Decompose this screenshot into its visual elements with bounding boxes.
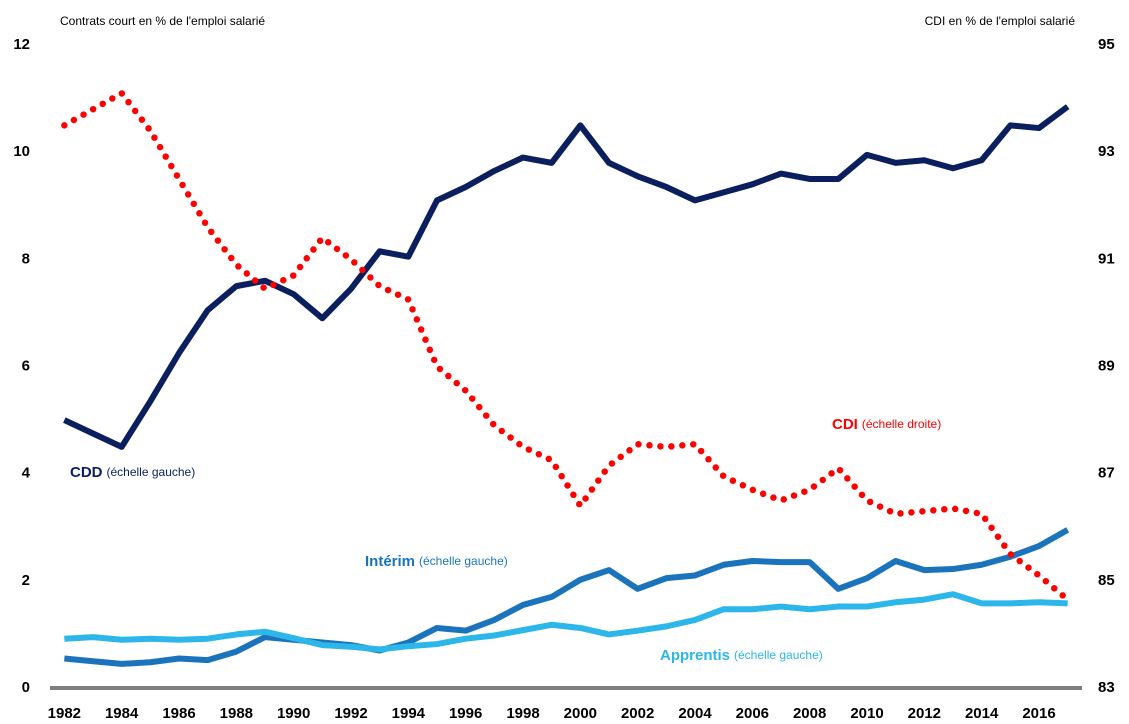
y2-tick-label: 93 <box>1098 143 1115 160</box>
y2-tick-label: 89 <box>1098 357 1115 374</box>
series-name: CDD <box>70 464 103 481</box>
y-axis-title: Contrats court en % de l'emploi salarié <box>60 14 265 28</box>
y-tick-label: 2 <box>22 572 30 589</box>
series-label: CDI (échelle droite) <box>832 416 941 433</box>
x-tick-label: 1992 <box>334 705 367 722</box>
series-note: (échelle droite) <box>862 417 941 431</box>
series-name: CDI <box>832 416 858 433</box>
y2-axis-title: CDI en % de l'emploi salarié <box>925 14 1076 28</box>
series-line <box>61 89 1071 603</box>
y2-tick-label: 83 <box>1098 679 1115 696</box>
series-name: Intérim <box>365 553 415 570</box>
x-tick-label: 1996 <box>449 705 482 722</box>
x-tick-label: 1990 <box>277 705 310 722</box>
series-note: (échelle gauche) <box>419 554 508 568</box>
x-tick-label: 2014 <box>965 705 999 722</box>
x-tick-label: 2010 <box>850 705 883 722</box>
y-tick-label: 8 <box>22 250 30 267</box>
x-tick-label: 2004 <box>678 705 712 722</box>
x-tick-label: 1988 <box>220 705 253 722</box>
x-tick-label: 1984 <box>105 705 139 722</box>
y2-tick-label: 87 <box>1098 465 1115 482</box>
x-tick-label: 2000 <box>564 705 597 722</box>
series-line <box>63 104 1070 450</box>
series-label: CDD (échelle gauche) <box>70 464 195 481</box>
series-name: Apprentis <box>660 647 730 664</box>
y-tick-label: 4 <box>22 465 31 482</box>
y2-tick-label: 85 <box>1098 572 1115 589</box>
series-label: Apprentis (échelle gauche) <box>660 647 823 664</box>
x-tick-label: 2008 <box>793 705 826 722</box>
series-line <box>64 591 1068 653</box>
series-note: (échelle gauche) <box>734 648 823 662</box>
x-tick-label: 2002 <box>621 705 654 722</box>
x-tick-label: 1982 <box>48 705 81 722</box>
series-label: Intérim (échelle gauche) <box>365 553 508 570</box>
x-tick-label: 1994 <box>392 705 426 722</box>
y-tick-label: 6 <box>22 357 30 374</box>
y2-tick-label: 91 <box>1098 250 1115 267</box>
series-note: (échelle gauche) <box>107 465 196 479</box>
x-tick-label: 1998 <box>506 705 539 722</box>
series-line <box>64 527 1070 667</box>
x-tick-label: 2012 <box>908 705 941 722</box>
x-tick-label: 2006 <box>736 705 769 722</box>
y2-tick-label: 95 <box>1098 36 1115 53</box>
y-tick-label: 12 <box>13 36 30 53</box>
y-tick-label: 0 <box>22 679 30 696</box>
x-tick-label: 1986 <box>162 705 195 722</box>
y-tick-label: 10 <box>13 143 30 160</box>
x-tick-label: 2016 <box>1022 705 1055 722</box>
